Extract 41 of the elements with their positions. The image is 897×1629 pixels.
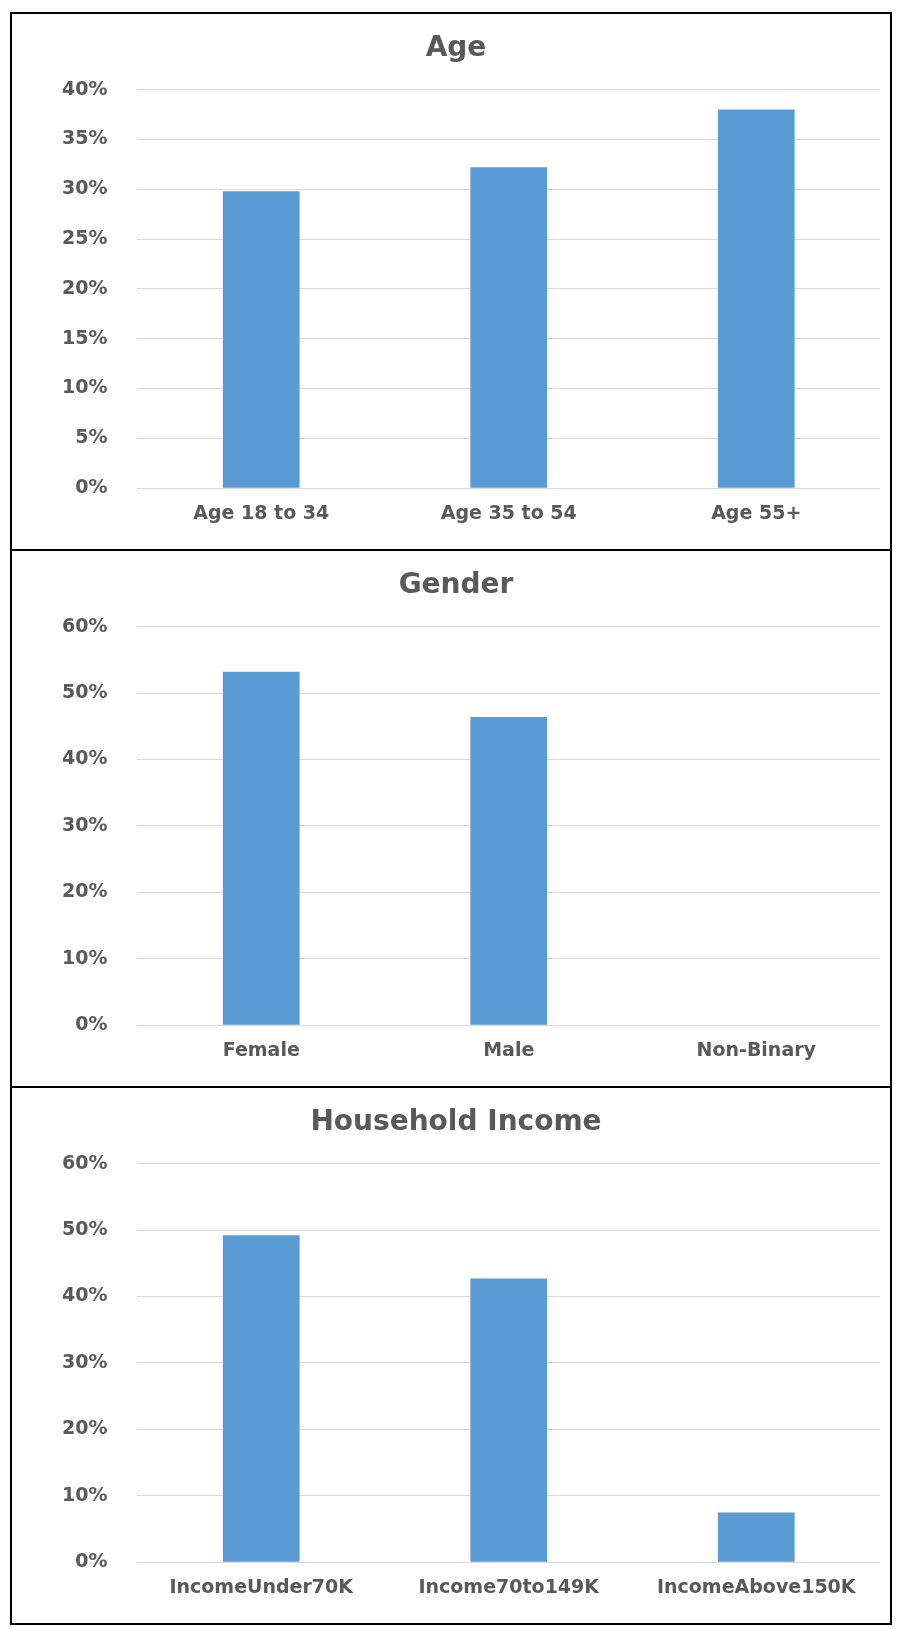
y-tick-label: 60%: [61, 613, 108, 636]
y-tick-label: 15%: [61, 325, 108, 348]
y-tick-label: 0%: [75, 1549, 108, 1572]
y-tick-label: 5%: [75, 425, 108, 448]
y-tick-label: 40%: [61, 76, 108, 99]
chart-title: Household Income: [310, 1104, 602, 1138]
y-tick-label: 25%: [61, 226, 108, 249]
bar: [717, 1512, 795, 1562]
y-tick-label: 10%: [61, 945, 108, 968]
y-tick-label: 20%: [61, 879, 108, 902]
x-tick-label: Income70to149K: [418, 1574, 601, 1597]
bar: [222, 191, 300, 488]
bar: [470, 1278, 548, 1562]
y-tick-label: 0%: [75, 1012, 108, 1035]
bar: [717, 109, 795, 488]
y-tick-label: 30%: [61, 176, 108, 199]
bar: [222, 1235, 300, 1562]
y-tick-label: 60%: [61, 1150, 108, 1173]
x-tick-label: Age 35 to 54: [440, 500, 577, 523]
x-tick-label: Age 18 to 34: [193, 500, 330, 523]
x-tick-label: Age 55+: [711, 500, 802, 523]
y-tick-label: 40%: [61, 746, 108, 769]
y-tick-label: 30%: [61, 1349, 108, 1372]
y-tick-label: 40%: [61, 1283, 108, 1306]
x-tick-label: Female: [222, 1037, 300, 1060]
y-tick-label: 10%: [61, 375, 108, 398]
y-tick-label: 0%: [75, 475, 108, 498]
chart-title: Age: [425, 30, 487, 64]
bar: [470, 167, 548, 488]
x-tick-label: IncomeAbove150K: [656, 1574, 857, 1597]
y-tick-label: 30%: [61, 812, 108, 835]
y-tick-label: 35%: [61, 126, 108, 149]
y-tick-label: 20%: [61, 275, 108, 298]
y-tick-label: 50%: [61, 1216, 108, 1239]
x-tick-label: Non-Binary: [696, 1037, 817, 1060]
x-tick-label: IncomeUnder70K: [169, 1574, 355, 1597]
y-tick-label: 20%: [61, 1416, 108, 1439]
x-tick-label: Male: [483, 1037, 535, 1060]
chart-title: Gender: [398, 567, 514, 601]
y-tick-label: 50%: [61, 679, 108, 702]
y-tick-label: 10%: [61, 1482, 108, 1505]
